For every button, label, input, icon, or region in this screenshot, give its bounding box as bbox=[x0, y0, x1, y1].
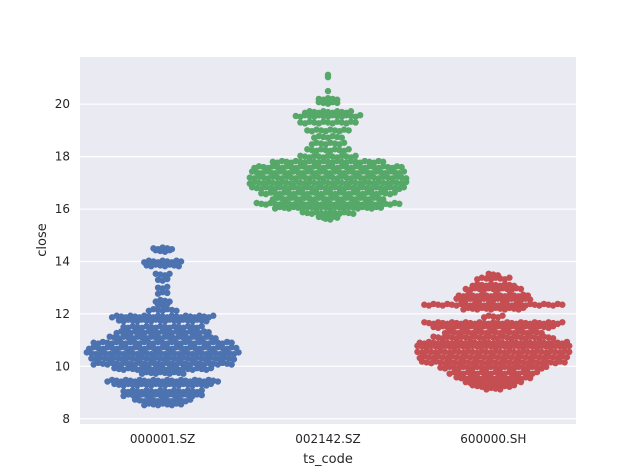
y-tick-label: 18 bbox=[55, 150, 70, 164]
swarm-point bbox=[187, 396, 194, 403]
swarm-point bbox=[173, 307, 180, 314]
swarm-point bbox=[352, 152, 359, 160]
y-tick-label: 14 bbox=[55, 254, 70, 268]
swarm-point bbox=[563, 353, 571, 361]
swarm-point bbox=[324, 87, 332, 95]
swarm-point bbox=[228, 339, 235, 346]
swarm-point bbox=[357, 111, 364, 119]
swarm-point bbox=[235, 349, 242, 356]
swarm-point bbox=[400, 184, 408, 191]
x-tick-labels: 000001.SZ 002142.SZ 600000.SH bbox=[130, 432, 527, 446]
swarm-point bbox=[177, 401, 185, 408]
swarm-point bbox=[334, 99, 341, 107]
swarm-point bbox=[517, 285, 525, 293]
swarm-point bbox=[198, 391, 205, 399]
swarm-point bbox=[526, 296, 534, 303]
swarm-point bbox=[327, 216, 334, 223]
x-tick-label: 002142.SZ bbox=[295, 432, 360, 446]
swarm-point bbox=[210, 312, 217, 319]
y-tick-label: 8 bbox=[62, 412, 70, 426]
swarm-point bbox=[510, 381, 518, 389]
data-points bbox=[83, 71, 573, 409]
y-tick-label: 16 bbox=[55, 202, 70, 216]
y-tick-labels: 8 10 12 14 16 18 20 bbox=[55, 97, 70, 426]
swarm-point bbox=[391, 189, 398, 196]
swarm-point bbox=[517, 378, 525, 386]
swarm-point bbox=[214, 378, 222, 385]
swarm-point bbox=[207, 380, 215, 388]
swarm-point bbox=[345, 127, 352, 134]
y-tick-label: 12 bbox=[55, 307, 70, 321]
y-axis-label: close bbox=[35, 223, 50, 256]
swarm-point bbox=[340, 139, 348, 146]
swarm-point bbox=[566, 342, 573, 350]
swarm-point bbox=[175, 263, 182, 270]
swarm-point bbox=[228, 361, 235, 368]
swarm-point bbox=[377, 204, 385, 211]
swarm-point bbox=[177, 258, 185, 265]
x-axis-label: ts_code bbox=[303, 452, 353, 467]
swarm-point bbox=[334, 214, 341, 221]
swarm-point bbox=[566, 348, 573, 356]
x-tick-label: 000001.SZ bbox=[130, 432, 195, 446]
swarm-point bbox=[347, 108, 355, 115]
swarm-point bbox=[203, 318, 210, 325]
swarm-point bbox=[549, 323, 557, 330]
swarm-point bbox=[352, 119, 359, 126]
swarm-point bbox=[396, 200, 403, 207]
swarm-point bbox=[520, 304, 527, 312]
swarm-point bbox=[166, 270, 173, 277]
swarm-point bbox=[403, 178, 410, 186]
swarm-point bbox=[207, 364, 215, 372]
swarm-point bbox=[559, 319, 566, 326]
swarm-point bbox=[400, 168, 408, 175]
swarm-point bbox=[350, 210, 357, 217]
swarm-point bbox=[561, 359, 568, 366]
swarm-point bbox=[543, 363, 550, 371]
swarm-point bbox=[345, 146, 352, 153]
swarm-point bbox=[497, 386, 504, 393]
swarm-point bbox=[338, 134, 345, 141]
swarm-point bbox=[499, 312, 506, 319]
swarm-point bbox=[166, 246, 173, 254]
swarm-point bbox=[164, 283, 171, 291]
swarm-point bbox=[533, 368, 541, 376]
swarm-point bbox=[230, 356, 238, 363]
swarm-point bbox=[198, 387, 205, 394]
swarm-point bbox=[559, 301, 566, 308]
y-tick-label: 20 bbox=[55, 97, 70, 111]
swarm-point bbox=[180, 370, 187, 377]
swarm-point bbox=[164, 275, 171, 283]
swarm-point bbox=[164, 289, 171, 297]
x-tick-label: 600000.SH bbox=[460, 432, 526, 446]
y-tick-label: 10 bbox=[55, 359, 70, 373]
swarm-point bbox=[380, 158, 387, 166]
swarm-point bbox=[324, 73, 332, 81]
swarm-point bbox=[164, 300, 171, 308]
swarm-point bbox=[506, 274, 513, 281]
swarm-point bbox=[526, 374, 534, 382]
swarm-point bbox=[198, 323, 205, 330]
